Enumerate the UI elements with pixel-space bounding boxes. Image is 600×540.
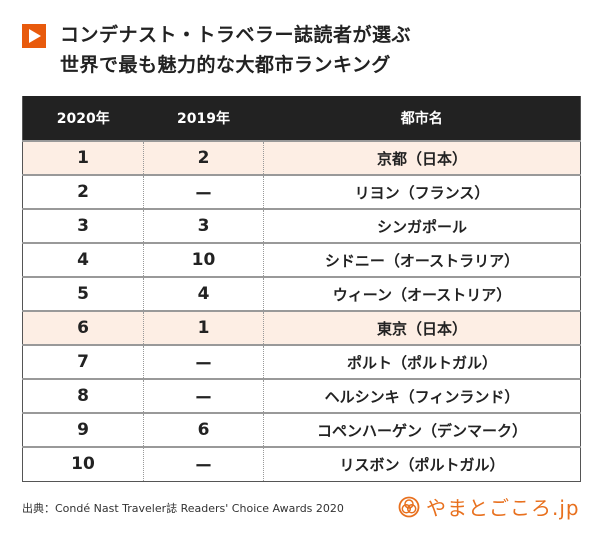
rank-2020-cell: 5 — [77, 284, 89, 304]
table-row: 9 6 コペンハーゲン（デンマーク） — [22, 413, 581, 447]
table-row: 6 1 東京（日本） — [22, 311, 581, 345]
header-city: 都市名 — [400, 111, 443, 127]
rank-2019-cell: ー — [143, 175, 264, 209]
city-name-cell: 京都（日本） — [263, 141, 581, 175]
city-name-cell: リスボン（ポルトガル） — [263, 447, 581, 481]
table-header-row: 2020年 2019年 都市名 — [22, 96, 581, 141]
table-row: 4 10 シドニー（オーストラリア） — [22, 243, 581, 277]
source-citation: 出典：Condé Nast Traveler誌 Readers' Choice … — [22, 502, 344, 515]
rank-2020-cell: 10 — [71, 454, 95, 475]
rank-2020-cell: 8 — [77, 386, 89, 406]
rank-2020-cell: 6 — [77, 318, 89, 338]
rank-2019-cell: ー — [143, 345, 264, 379]
header-2020: 2020年 — [56, 111, 110, 127]
rank-2020-cell: 9 — [77, 420, 89, 440]
yamatogokoro-logo-icon — [398, 496, 420, 517]
rank-2019-cell: 4 — [143, 277, 264, 311]
rank-2019-cell: 10 — [143, 243, 264, 277]
rank-2019-cell: 1 — [143, 311, 264, 345]
title-line-1: コンデナスト・トラベラー誌読者が選ぶ — [60, 24, 412, 46]
rank-2019-cell: 6 — [143, 413, 264, 447]
title-line-2: 世界で最も魅力的な大都市ランキング — [60, 54, 391, 76]
rank-2019-cell: 2 — [143, 141, 264, 175]
table-row: 8 ーヘルシンキ（フィンランド） — [22, 379, 581, 413]
site-logo[interactable]: やまとごころ.jp — [398, 492, 580, 521]
rank-2020-cell: 3 — [77, 216, 89, 236]
city-name-cell: コペンハーゲン（デンマーク） — [263, 413, 581, 447]
city-name-cell: ポルト（ポルトガル） — [263, 345, 581, 379]
rank-2019-cell: 3 — [143, 209, 264, 243]
rank-2020-cell: 2 — [77, 182, 89, 202]
city-name-cell: シドニー（オーストラリア） — [263, 243, 581, 277]
table-row: 3 3 シンガポール — [22, 209, 581, 243]
rank-2019-cell: ー — [143, 379, 264, 413]
table-row: 1 2 京都（日本） — [22, 141, 581, 175]
table-row: 7 ーポルト（ポルトガル） — [22, 345, 581, 379]
city-name-cell: リヨン（フランス） — [263, 175, 581, 209]
page-title: コンデナスト・トラベラー誌読者が選ぶ 世界で最も魅力的な大都市ランキング — [60, 20, 411, 80]
logo-text: やまとごころ.jp — [426, 496, 580, 520]
city-name-cell: ウィーン（オーストリア） — [263, 277, 581, 311]
play-triangle-icon — [22, 24, 46, 48]
table-row: 5 4 ウィーン（オーストリア） — [22, 277, 581, 311]
city-name-cell: ヘルシンキ（フィンランド） — [263, 379, 581, 413]
rank-2020-cell: 1 — [77, 148, 89, 168]
city-name-cell: シンガポール — [263, 209, 581, 243]
rank-2020-cell: 7 — [77, 352, 89, 372]
rank-2019-cell: ー — [143, 447, 264, 481]
header-2019: 2019年 — [177, 111, 230, 127]
ranking-table: 2020年 2019年 都市名 1 2 京都（日本） 2 ーリヨン（フランス） 3 3 シンガ… — [22, 96, 581, 482]
city-name-cell: 東京（日本） — [263, 311, 581, 345]
table-row: 10 ーリスボン（ポルトガル） — [22, 447, 581, 481]
rank-2020-cell: 4 — [77, 250, 89, 270]
table-row: 2 ーリヨン（フランス） — [22, 175, 581, 209]
